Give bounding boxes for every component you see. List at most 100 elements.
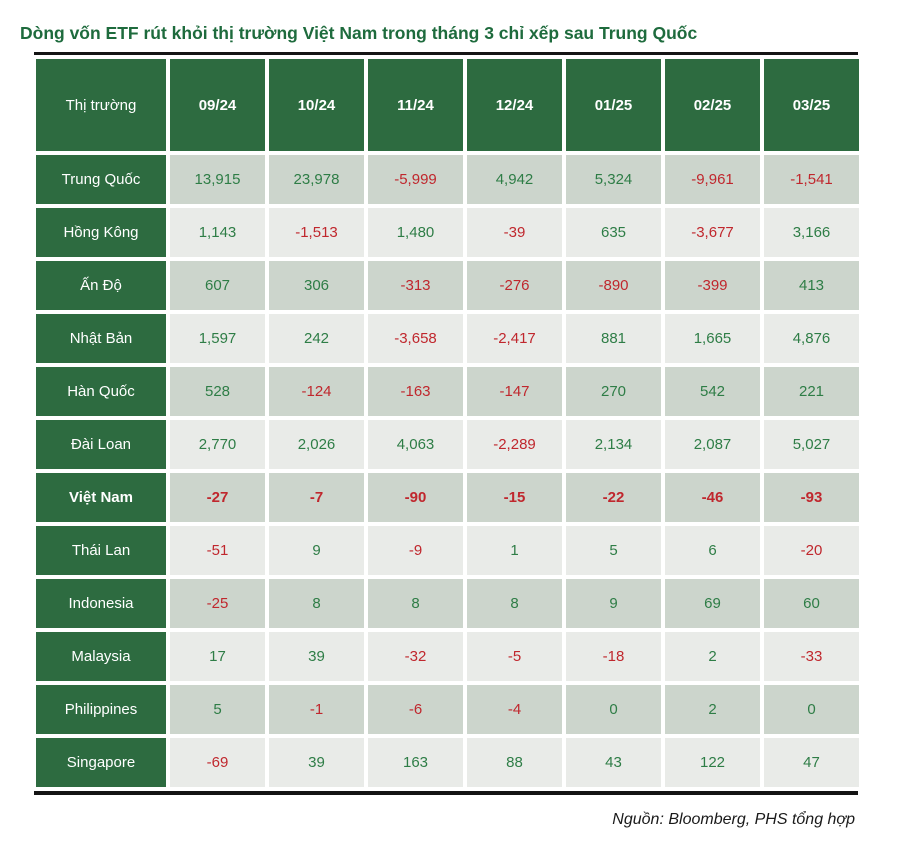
flow-value-cell: 5 (170, 685, 265, 734)
table-row: Singapore -69 39 163 88 43 122 47 (36, 738, 859, 787)
month-column-header: 03/25 (764, 59, 859, 151)
flow-value-cell: 2,134 (566, 420, 661, 469)
header-row: Thị trường 09/24 10/24 11/24 12/24 01/25 02/25… (36, 59, 859, 151)
flow-value-cell: 413 (764, 261, 859, 310)
flow-value-cell: 4,063 (368, 420, 463, 469)
table-body: Trung Quốc 13,915 23,978 -5,999 4,942 5,324 -9… (36, 155, 859, 787)
month-column-header: 01/25 (566, 59, 661, 151)
flow-value-cell: 3,166 (764, 208, 859, 257)
flow-value-cell: 9 (566, 579, 661, 628)
market-label: Trung Quốc (36, 155, 166, 204)
flow-value-cell: -9 (368, 526, 463, 575)
table-bottom-rule (34, 791, 858, 795)
flow-value-cell: -25 (170, 579, 265, 628)
flow-value-cell: 2,770 (170, 420, 265, 469)
flow-value-cell: -33 (764, 632, 859, 681)
flow-value-cell: -2,417 (467, 314, 562, 363)
flow-value-cell: 2 (665, 685, 760, 734)
flow-value-cell: 5 (566, 526, 661, 575)
flow-value-cell: -1 (269, 685, 364, 734)
flow-value-cell: -69 (170, 738, 265, 787)
flow-value-cell: 635 (566, 208, 661, 257)
month-column-header: 11/24 (368, 59, 463, 151)
flow-value-cell: -147 (467, 367, 562, 416)
market-column-header: Thị trường (36, 59, 166, 151)
table-header: Thị trường 09/24 10/24 11/24 12/24 01/25 02/25… (36, 59, 859, 151)
flow-value-cell: 39 (269, 738, 364, 787)
flow-value-cell: -32 (368, 632, 463, 681)
flow-value-cell: 242 (269, 314, 364, 363)
flow-value-cell: 8 (368, 579, 463, 628)
flow-value-cell: -5,999 (368, 155, 463, 204)
flow-value-cell: 6 (665, 526, 760, 575)
table-row: Malaysia 17 39 -32 -5 -18 2 -33 (36, 632, 859, 681)
market-label: Hồng Kông (36, 208, 166, 257)
title-underline-rule (34, 52, 858, 55)
flow-value-cell: -90 (368, 473, 463, 522)
flow-value-cell: 270 (566, 367, 661, 416)
table-row: Nhật Bản 1,597 242 -3,658 -2,417 881 1,665 4,87… (36, 314, 859, 363)
market-label: Nhật Bản (36, 314, 166, 363)
flow-value-cell: 13,915 (170, 155, 265, 204)
flow-value-cell: 5,027 (764, 420, 859, 469)
flow-value-cell: 88 (467, 738, 562, 787)
flow-value-cell: -4 (467, 685, 562, 734)
flow-value-cell: -1,541 (764, 155, 859, 204)
market-label: Ấn Độ (36, 261, 166, 310)
flow-value-cell: -2,289 (467, 420, 562, 469)
flow-value-cell: 2,087 (665, 420, 760, 469)
table-row: Đài Loan 2,770 2,026 4,063 -2,289 2,134 2,087 5… (36, 420, 859, 469)
flow-value-cell: -46 (665, 473, 760, 522)
flow-value-cell: 17 (170, 632, 265, 681)
chart-title: Dòng vốn ETF rút khỏi thị trường Việt Na… (20, 23, 698, 43)
flow-value-cell: 122 (665, 738, 760, 787)
flow-value-cell: -163 (368, 367, 463, 416)
flow-value-cell: 2 (665, 632, 760, 681)
market-label: Việt Nam (36, 473, 166, 522)
flow-value-cell: 5,324 (566, 155, 661, 204)
market-label: Đài Loan (36, 420, 166, 469)
flow-value-cell: -124 (269, 367, 364, 416)
month-column-header: 09/24 (170, 59, 265, 151)
flow-value-cell: -313 (368, 261, 463, 310)
flow-value-cell: -51 (170, 526, 265, 575)
flow-value-cell: 47 (764, 738, 859, 787)
flow-value-cell: 1,665 (665, 314, 760, 363)
flow-value-cell: 1 (467, 526, 562, 575)
flow-value-cell: 43 (566, 738, 661, 787)
flow-value-cell: 39 (269, 632, 364, 681)
flow-value-cell: 0 (566, 685, 661, 734)
flow-value-cell: -1,513 (269, 208, 364, 257)
month-column-header: 02/25 (665, 59, 760, 151)
flow-value-cell: 69 (665, 579, 760, 628)
flow-value-cell: 163 (368, 738, 463, 787)
flow-value-cell: 0 (764, 685, 859, 734)
flow-value-cell: 4,942 (467, 155, 562, 204)
table-row: Việt Nam -27 -7 -90 -15 -22 -46 -93 (36, 473, 859, 522)
flow-value-cell: 306 (269, 261, 364, 310)
flow-value-cell: -15 (467, 473, 562, 522)
market-label: Singapore (36, 738, 166, 787)
table-row: Philippines 5 -1 -6 -4 0 2 0 (36, 685, 859, 734)
flow-value-cell: 4,876 (764, 314, 859, 363)
source-note: Nguồn: Bloomberg, PHS tổng hợp (612, 811, 855, 828)
flow-value-cell: 1,143 (170, 208, 265, 257)
flow-value-cell: 1,480 (368, 208, 463, 257)
table-row: Hàn Quốc 528 -124 -163 -147 270 542 221 (36, 367, 859, 416)
table-row: Trung Quốc 13,915 23,978 -5,999 4,942 5,324 -9… (36, 155, 859, 204)
flow-value-cell: 221 (764, 367, 859, 416)
market-label: Hàn Quốc (36, 367, 166, 416)
flow-value-cell: 23,978 (269, 155, 364, 204)
flow-value-cell: 881 (566, 314, 661, 363)
flow-value-cell: -3,677 (665, 208, 760, 257)
flow-value-cell: 9 (269, 526, 364, 575)
market-label: Thái Lan (36, 526, 166, 575)
flow-value-cell: 8 (467, 579, 562, 628)
flow-value-cell: -7 (269, 473, 364, 522)
flow-value-cell: -18 (566, 632, 661, 681)
flow-value-cell: -27 (170, 473, 265, 522)
flow-value-cell: -20 (764, 526, 859, 575)
flow-value-cell: -9,961 (665, 155, 760, 204)
flow-value-cell: 542 (665, 367, 760, 416)
